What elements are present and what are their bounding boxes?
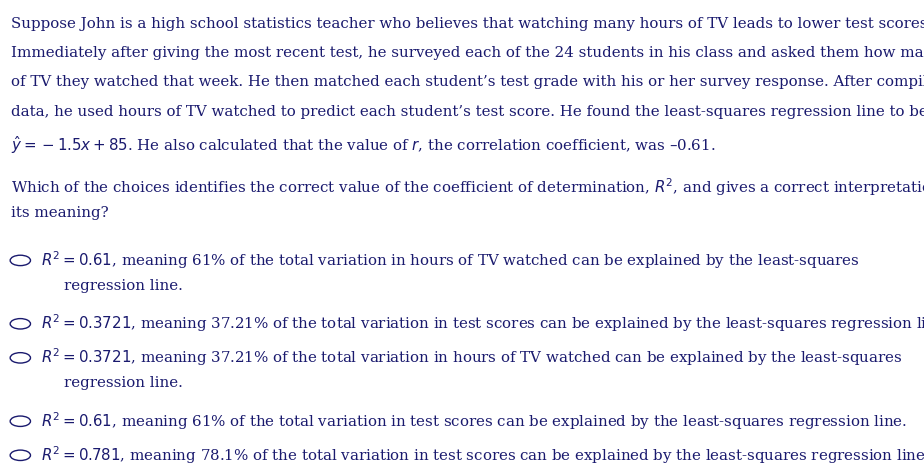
Text: $R^2 = 0.61$, meaning 61% of the total variation in hours of TV watched can be e: $R^2 = 0.61$, meaning 61% of the total v… — [41, 249, 859, 271]
Text: its meaning?: its meaning? — [11, 206, 109, 220]
Text: $R^2 = 0.3721$, meaning 37.21% of the total variation in test scores can be expl: $R^2 = 0.3721$, meaning 37.21% of the to… — [41, 313, 924, 334]
Text: $R^2 = 0.61$, meaning 61% of the total variation in test scores can be explained: $R^2 = 0.61$, meaning 61% of the total v… — [41, 410, 906, 432]
Text: regression line.: regression line. — [64, 376, 183, 390]
Text: of TV they watched that week. He then matched each student’s test grade with his: of TV they watched that week. He then ma… — [11, 75, 924, 89]
Text: Immediately after giving the most recent test, he surveyed each of the 24 studen: Immediately after giving the most recent… — [11, 46, 924, 60]
Text: Which of the choices identifies the correct value of the coefficient of determin: Which of the choices identifies the corr… — [11, 176, 924, 198]
Text: $R^2 = 0.781$, meaning 78.1% of the total variation in test scores can be explai: $R^2 = 0.781$, meaning 78.1% of the tota… — [41, 444, 924, 466]
Text: $\hat{y} = -1.5x + 85$. He also calculated that the value of $r$, the correlatio: $\hat{y} = -1.5x + 85$. He also calculat… — [11, 134, 715, 156]
Text: Suppose John is a high school statistics teacher who believes that watching many: Suppose John is a high school statistics… — [11, 17, 924, 31]
Text: data, he used hours of TV watched to predict each student’s test score. He found: data, he used hours of TV watched to pre… — [11, 105, 924, 119]
Text: $R^2 = 0.3721$, meaning 37.21% of the total variation in hours of TV watched can: $R^2 = 0.3721$, meaning 37.21% of the to… — [41, 347, 902, 368]
Text: regression line.: regression line. — [64, 279, 183, 293]
